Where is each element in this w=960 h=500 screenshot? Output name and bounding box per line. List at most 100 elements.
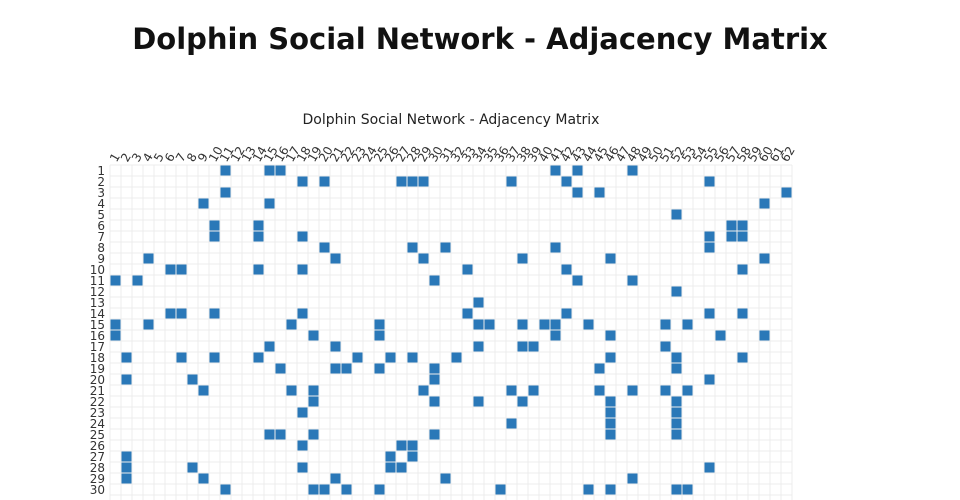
column-label: 38 — [514, 144, 534, 164]
link-cell — [209, 308, 220, 319]
link-cell — [671, 484, 682, 495]
column-label: 24 — [360, 144, 380, 164]
column-label: 13 — [239, 144, 259, 164]
link-cell — [671, 363, 682, 374]
link-cell — [121, 352, 132, 363]
column-label: 47 — [613, 144, 633, 164]
link-cell — [209, 352, 220, 363]
link-cell — [286, 319, 297, 330]
row-label: 1 — [97, 164, 105, 178]
link-cell — [297, 264, 308, 275]
link-cell — [671, 352, 682, 363]
column-label: 33 — [459, 144, 479, 164]
link-cell — [143, 319, 154, 330]
link-cell — [704, 176, 715, 187]
link-cell — [737, 308, 748, 319]
link-cell — [198, 473, 209, 484]
link-cell — [583, 484, 594, 495]
link-cell — [682, 484, 693, 495]
link-cell — [759, 253, 770, 264]
link-cell — [110, 275, 121, 286]
link-cell — [429, 374, 440, 385]
row-label: 17 — [90, 340, 105, 354]
column-label: 36 — [492, 144, 512, 164]
link-cell — [143, 253, 154, 264]
link-cell — [473, 297, 484, 308]
link-cell — [308, 330, 319, 341]
link-cell — [330, 363, 341, 374]
grid — [109, 164, 793, 500]
link-cell — [418, 176, 429, 187]
link-cell — [671, 209, 682, 220]
row-label: 14 — [90, 307, 105, 321]
column-label: 19 — [305, 144, 325, 164]
link-cell — [550, 242, 561, 253]
column-label: 55 — [701, 144, 721, 164]
link-cell — [132, 275, 143, 286]
link-cell — [308, 429, 319, 440]
link-cell — [396, 440, 407, 451]
link-cell — [704, 374, 715, 385]
link-cell — [682, 319, 693, 330]
link-cell — [726, 231, 737, 242]
link-cell — [176, 264, 187, 275]
link-cell — [737, 231, 748, 242]
link-cell — [121, 451, 132, 462]
link-cell — [561, 264, 572, 275]
link-cell — [297, 407, 308, 418]
link-cell — [737, 352, 748, 363]
link-cell — [187, 462, 198, 473]
chart-title: Dolphin Social Network - Adjacency Matri… — [303, 112, 600, 128]
row-label: 6 — [97, 219, 105, 233]
column-label: 50 — [646, 144, 666, 164]
link-cell — [110, 330, 121, 341]
link-cell — [253, 352, 264, 363]
link-cell — [462, 264, 473, 275]
link-cell — [506, 176, 517, 187]
link-cell — [385, 462, 396, 473]
link-cell — [561, 176, 572, 187]
link-cell — [385, 451, 396, 462]
link-cell — [253, 231, 264, 242]
row-label: 16 — [90, 329, 105, 343]
link-cell — [605, 407, 616, 418]
row-label: 4 — [97, 197, 105, 211]
link-cell — [275, 165, 286, 176]
column-label: 16 — [272, 144, 292, 164]
column-label: 44 — [580, 144, 600, 164]
link-cell — [121, 473, 132, 484]
column-label: 20 — [316, 144, 336, 164]
link-cell — [187, 374, 198, 385]
link-cell — [726, 220, 737, 231]
column-label: 57 — [723, 144, 743, 164]
link-cell — [264, 341, 275, 352]
link-cell — [352, 352, 363, 363]
link-cell — [737, 264, 748, 275]
link-cell — [605, 429, 616, 440]
link-cell — [572, 275, 583, 286]
column-label: 10 — [206, 144, 226, 164]
row-label: 10 — [90, 263, 105, 277]
link-cell — [220, 187, 231, 198]
link-cell — [396, 462, 407, 473]
link-cell — [671, 407, 682, 418]
link-cell — [781, 187, 792, 198]
link-cell — [209, 220, 220, 231]
link-cell — [506, 418, 517, 429]
link-cell — [671, 429, 682, 440]
link-cell — [484, 319, 495, 330]
link-cell — [517, 319, 528, 330]
column-label: 58 — [734, 144, 754, 164]
column-label: 56 — [712, 144, 732, 164]
row-label: 29 — [90, 472, 105, 486]
column-label: 27 — [393, 144, 413, 164]
link-cell — [429, 363, 440, 374]
link-cell — [528, 385, 539, 396]
column-label: 26 — [382, 144, 402, 164]
column-label: 41 — [547, 144, 567, 164]
row-label: 25 — [90, 428, 105, 442]
column-label: 25 — [371, 144, 391, 164]
link-cell — [682, 385, 693, 396]
link-cell — [429, 396, 440, 407]
